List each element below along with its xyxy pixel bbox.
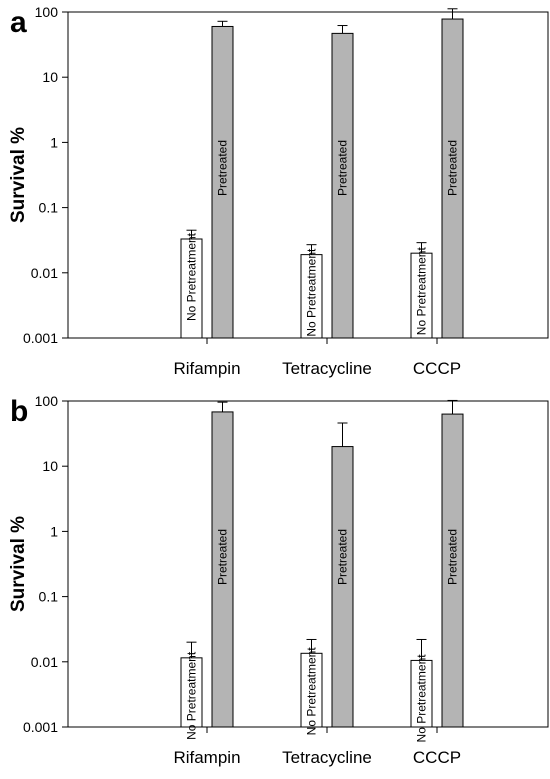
y-tick-label: 1 <box>50 523 58 539</box>
series-label-no-pretreatment: No Pretreatment <box>415 247 429 336</box>
panel-letter: a <box>10 6 27 39</box>
series-label-no-pretreatment: No Pretreatment <box>305 647 319 736</box>
x-category-label: Rifampin <box>173 748 240 767</box>
series-label-no-pretreatment: No Pretreatment <box>415 654 429 743</box>
series-label-pretreated: Pretreated <box>216 140 230 196</box>
chart-panel-b: b 0.001 0.01 0.1 1 10 100 Survival % Rifampin No … <box>0 389 550 779</box>
y-tick-label: 1 <box>50 134 58 150</box>
y-tick-label: 100 <box>35 393 59 409</box>
x-category-label: CCCP <box>413 359 461 378</box>
series-label-no-pretreatment: No Pretreatment <box>185 232 199 321</box>
y-tick-label: 0.1 <box>39 200 59 216</box>
chart-b: b 0.001 0.01 0.1 1 10 100 Survival % Rifampin No … <box>8 393 549 767</box>
y-tick-label: 0.1 <box>39 589 59 605</box>
chart-panel-a: a 0.001 0.01 0.1 1 10 100 Survival % Rifampin No … <box>8 4 549 378</box>
x-category-label: Tetracycline <box>282 359 372 378</box>
x-category-label: CCCP <box>413 748 461 767</box>
y-tick-label: 0.001 <box>23 330 58 346</box>
y-axis-label: Survival % <box>8 127 29 223</box>
y-tick-label: 10 <box>42 458 58 474</box>
y-tick-label: 0.01 <box>31 265 58 281</box>
series-label-pretreated: Pretreated <box>216 529 230 585</box>
bar-no-pretreatment <box>180 657 203 728</box>
y-axis-label: Survival % <box>8 516 29 612</box>
series-label-pretreated: Pretreated <box>336 140 350 196</box>
series-label-no-pretreatment: No Pretreatment <box>305 248 319 337</box>
series-label-pretreated: Pretreated <box>446 529 460 585</box>
x-category-label: Tetracycline <box>282 748 372 767</box>
series-label-pretreated: Pretreated <box>446 140 460 196</box>
series-label-no-pretreatment: No Pretreatment <box>185 651 199 740</box>
chart-a: a 0.001 0.01 0.1 1 10 100 Survival % Rifampin No … <box>8 4 549 378</box>
series-label-pretreated: Pretreated <box>336 529 350 585</box>
x-category-label: Rifampin <box>173 359 240 378</box>
y-tick-label: 0.01 <box>31 654 58 670</box>
y-tick-label: 0.001 <box>23 719 58 735</box>
panel-letter: b <box>10 395 28 428</box>
y-tick-label: 100 <box>35 4 59 20</box>
y-tick-label: 10 <box>42 69 58 85</box>
bar-pretreated <box>331 446 354 728</box>
bar-pretreated <box>441 413 464 728</box>
